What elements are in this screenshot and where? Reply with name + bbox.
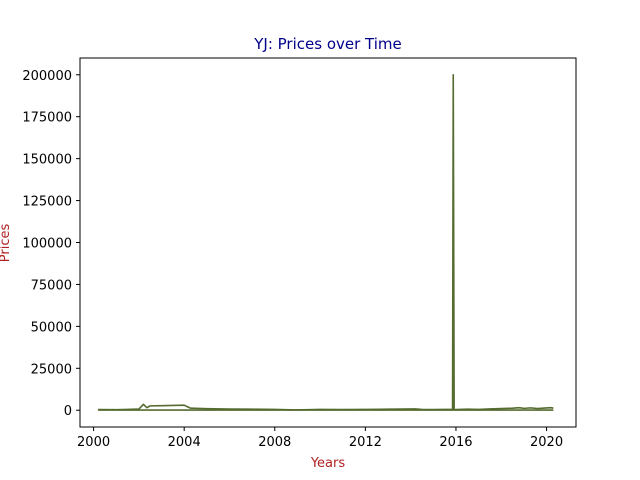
x-tick-label: 2000 [77,435,110,450]
x-axis-label: Years [310,456,346,471]
y-tick-label: 25000 [31,362,72,377]
y-tick-label: 150000 [22,153,72,168]
y-axis-ticks: 0 25000 50000 75000 100000 125000 150000 175000… [22,69,80,419]
y-tick-label: 100000 [22,237,72,252]
x-tick-label: 2020 [530,435,563,450]
y-axis-label: Prices [0,224,13,263]
plot-lines [98,73,554,411]
series-line-1 [98,73,554,411]
x-tick-label: 2004 [168,435,201,450]
x-tick-label: 2016 [439,435,472,450]
y-tick-label: 175000 [22,111,72,126]
x-axis-ticks: 2000 2004 2008 2012 2016 2020 [77,427,563,450]
y-tick-label: 0 [64,404,72,419]
y-tick-label: 75000 [31,278,72,293]
y-tick-label: 200000 [22,69,72,84]
x-tick-label: 2012 [349,435,382,450]
x-tick-label: 2008 [258,435,291,450]
y-tick-label: 50000 [31,320,72,335]
chart-title: YJ: Prices over Time [253,35,402,53]
y-tick-label: 125000 [22,195,72,210]
